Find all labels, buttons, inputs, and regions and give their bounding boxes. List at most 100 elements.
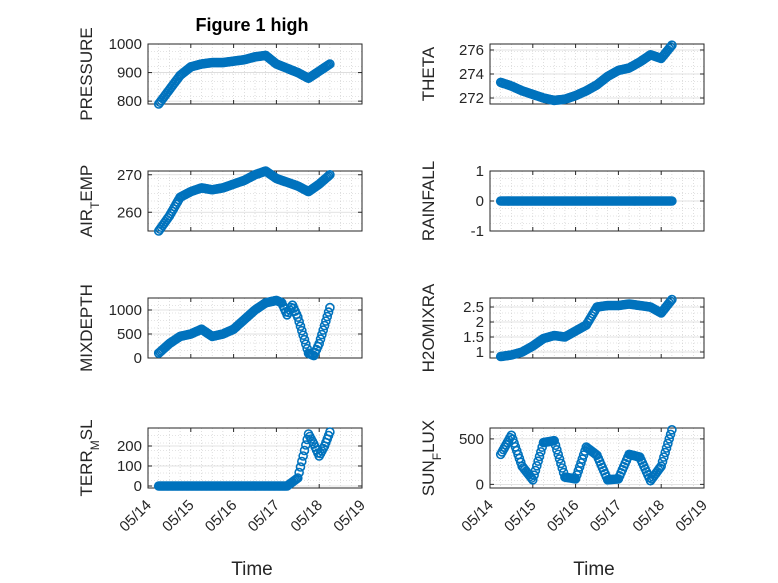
y-axis-label-part: AIR [77, 209, 96, 237]
data-point [298, 451, 308, 461]
y-axis-label: AIRTEMP [77, 165, 102, 238]
subplot-6: 11.522.5 H2OMIXRA [419, 283, 705, 372]
data-point [532, 461, 542, 471]
y-axis-label: RAINFALL [419, 161, 438, 241]
y-axis-label: H2OMIXRA [419, 283, 438, 372]
data-point [292, 473, 303, 483]
data-point [534, 451, 545, 462]
y-tick-label: 2 [476, 314, 484, 331]
subplot-2: 272 274 276 THETA [419, 40, 705, 107]
data-point [315, 334, 326, 344]
y-axis-label-subscript: F [430, 453, 444, 460]
data-point [664, 434, 675, 444]
x-tick-label: 05/15 [159, 497, 198, 536]
data-point [323, 307, 334, 317]
x-axis-label-left: Time [231, 559, 273, 580]
y-tick-label: 1 [476, 163, 484, 180]
data-point [529, 470, 539, 480]
data-point [325, 59, 335, 69]
data-point [292, 312, 303, 323]
data-point [660, 447, 671, 458]
data-point [661, 443, 672, 453]
x-tick-label: 05/14 [458, 497, 497, 536]
y-tick-label: 1000 [109, 36, 142, 53]
data-point [657, 456, 668, 467]
y-tick-label: 200 [117, 438, 142, 455]
data-point [533, 456, 543, 466]
y-tick-label: 1000 [109, 302, 142, 319]
data-point [554, 454, 565, 464]
y-axis-label-part: TERR [77, 450, 96, 496]
y-tick-label: 1.5 [463, 329, 484, 346]
y-axis-label-subscript: M [88, 440, 102, 450]
figure-title: Figure 1 high [195, 15, 308, 35]
subplot-5: 0 500 1000 MIXDEPTH [77, 284, 363, 372]
y-tick-label: 900 [117, 65, 142, 82]
y-tick-label: 0 [476, 476, 484, 493]
data-point [665, 296, 676, 306]
x-tick-label: 05/19 [330, 497, 369, 536]
data-point [526, 473, 537, 483]
y-tick-label: 274 [459, 66, 484, 83]
x-axis-label-right: Time [573, 559, 615, 580]
x-tick-label: 05/15 [501, 497, 540, 536]
subplot-4: -1 0 1 RAINFALL [419, 161, 705, 241]
data-point [527, 475, 538, 485]
data-point [550, 440, 561, 451]
y-tick-label: 0 [134, 478, 142, 495]
data-point [295, 321, 306, 332]
data-point [290, 475, 300, 485]
data-point [319, 320, 330, 331]
x-tick-label: 05/17 [245, 497, 284, 536]
data-point [297, 325, 307, 336]
data-point [665, 42, 676, 52]
data-point [536, 447, 546, 457]
y-tick-label: 272 [459, 90, 484, 107]
x-tick-label: 05/18 [629, 497, 668, 536]
y-tick-label: 100 [117, 458, 142, 475]
y-tick-label: 500 [117, 326, 142, 343]
y-tick-label: 276 [459, 42, 484, 59]
data-point [667, 40, 677, 51]
data-point [667, 196, 677, 206]
data-point [663, 438, 673, 449]
data-point [322, 172, 333, 182]
data-point [323, 171, 334, 181]
data-point [298, 330, 308, 341]
data-point [297, 456, 307, 467]
y-tick-label: 260 [117, 204, 142, 221]
y-axis-label: SUNFLUX [419, 420, 444, 496]
data-point [321, 316, 331, 326]
y-tick-label: 270 [117, 167, 142, 184]
data-point [322, 311, 333, 322]
y-axis-label: MIXDEPTH [77, 284, 96, 372]
data-point [302, 434, 312, 445]
y-axis-label-part: SL [77, 419, 96, 440]
data-point [294, 467, 304, 478]
data-point [301, 339, 311, 350]
data-point [659, 452, 669, 462]
x-tick-label: 05/17 [587, 497, 626, 536]
y-tick-label: 800 [117, 93, 142, 110]
data-point [553, 449, 564, 460]
x-tick-label: 05/16 [202, 497, 241, 536]
y-tick-label: 0 [134, 350, 142, 367]
y-axis-label-part: SUN [419, 460, 438, 496]
data-point [325, 302, 335, 313]
y-axis-label: PRESSURE [77, 27, 96, 121]
y-tick-label: 0 [476, 193, 484, 210]
y-axis-label-subscript: T [88, 201, 102, 209]
axes-frame [489, 427, 705, 489]
x-tick-label: 05/14 [116, 497, 155, 536]
x-tick-label: 05/19 [672, 497, 711, 536]
y-tick-label: 1 [476, 344, 484, 361]
y-axis-label: THETA [419, 46, 438, 101]
data-point [557, 463, 568, 473]
data-point [667, 425, 677, 435]
data-point [552, 445, 562, 455]
axes-frame [147, 297, 363, 359]
subplot-7: 0 100 200 05/14 05/15 05/16 05/17 05/18 05/19 TER… [77, 419, 369, 535]
subplot-1: 800 900 1000 PRESSURE [77, 27, 363, 121]
